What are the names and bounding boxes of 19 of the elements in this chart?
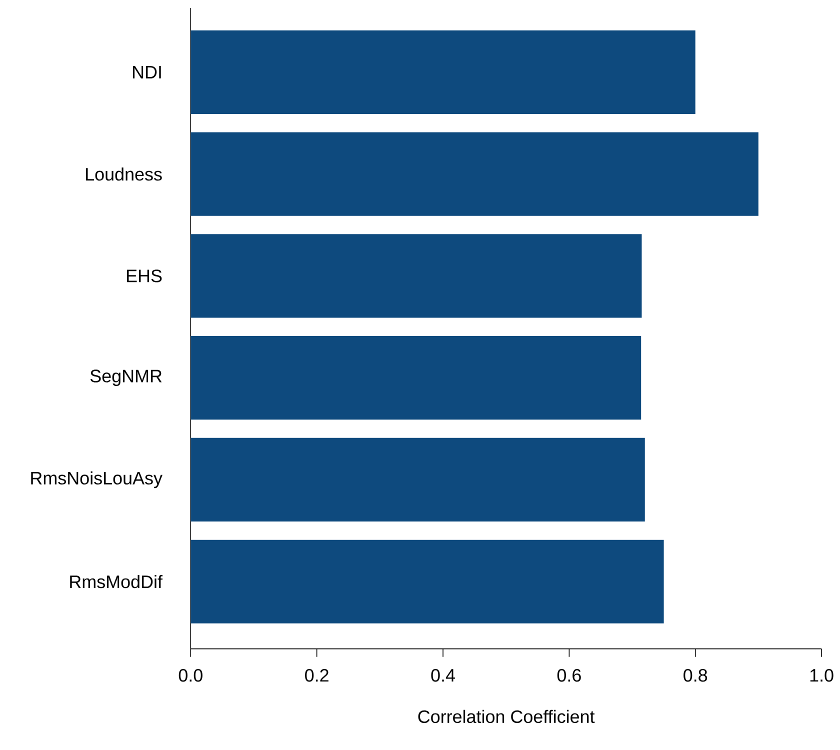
bar — [190, 30, 696, 114]
bar — [190, 336, 642, 420]
x-tick-label: 0.8 — [684, 669, 708, 682]
bar — [190, 540, 664, 624]
y-tick-label: Loudness — [86, 168, 162, 181]
x-tick-label: 0.6 — [557, 669, 581, 682]
x-tick-label: 0.0 — [178, 669, 202, 682]
y-tick-label: NDI — [133, 66, 161, 79]
bar — [190, 132, 758, 216]
y-tick-label: RmsNoisLouAsy — [31, 471, 162, 488]
bar — [190, 438, 645, 522]
y-tick-label: SegNMR — [90, 370, 162, 386]
x-axis-title: Correlation Coefficient — [418, 710, 595, 724]
x-tick-label: 1.0 — [810, 669, 834, 682]
x-tick-label: 0.2 — [305, 669, 328, 682]
y-tick-label: EHS — [127, 270, 162, 282]
x-tick-label: 0.4 — [431, 669, 455, 682]
bar — [190, 234, 642, 318]
y-tick-label: RmsModDif — [70, 575, 163, 588]
